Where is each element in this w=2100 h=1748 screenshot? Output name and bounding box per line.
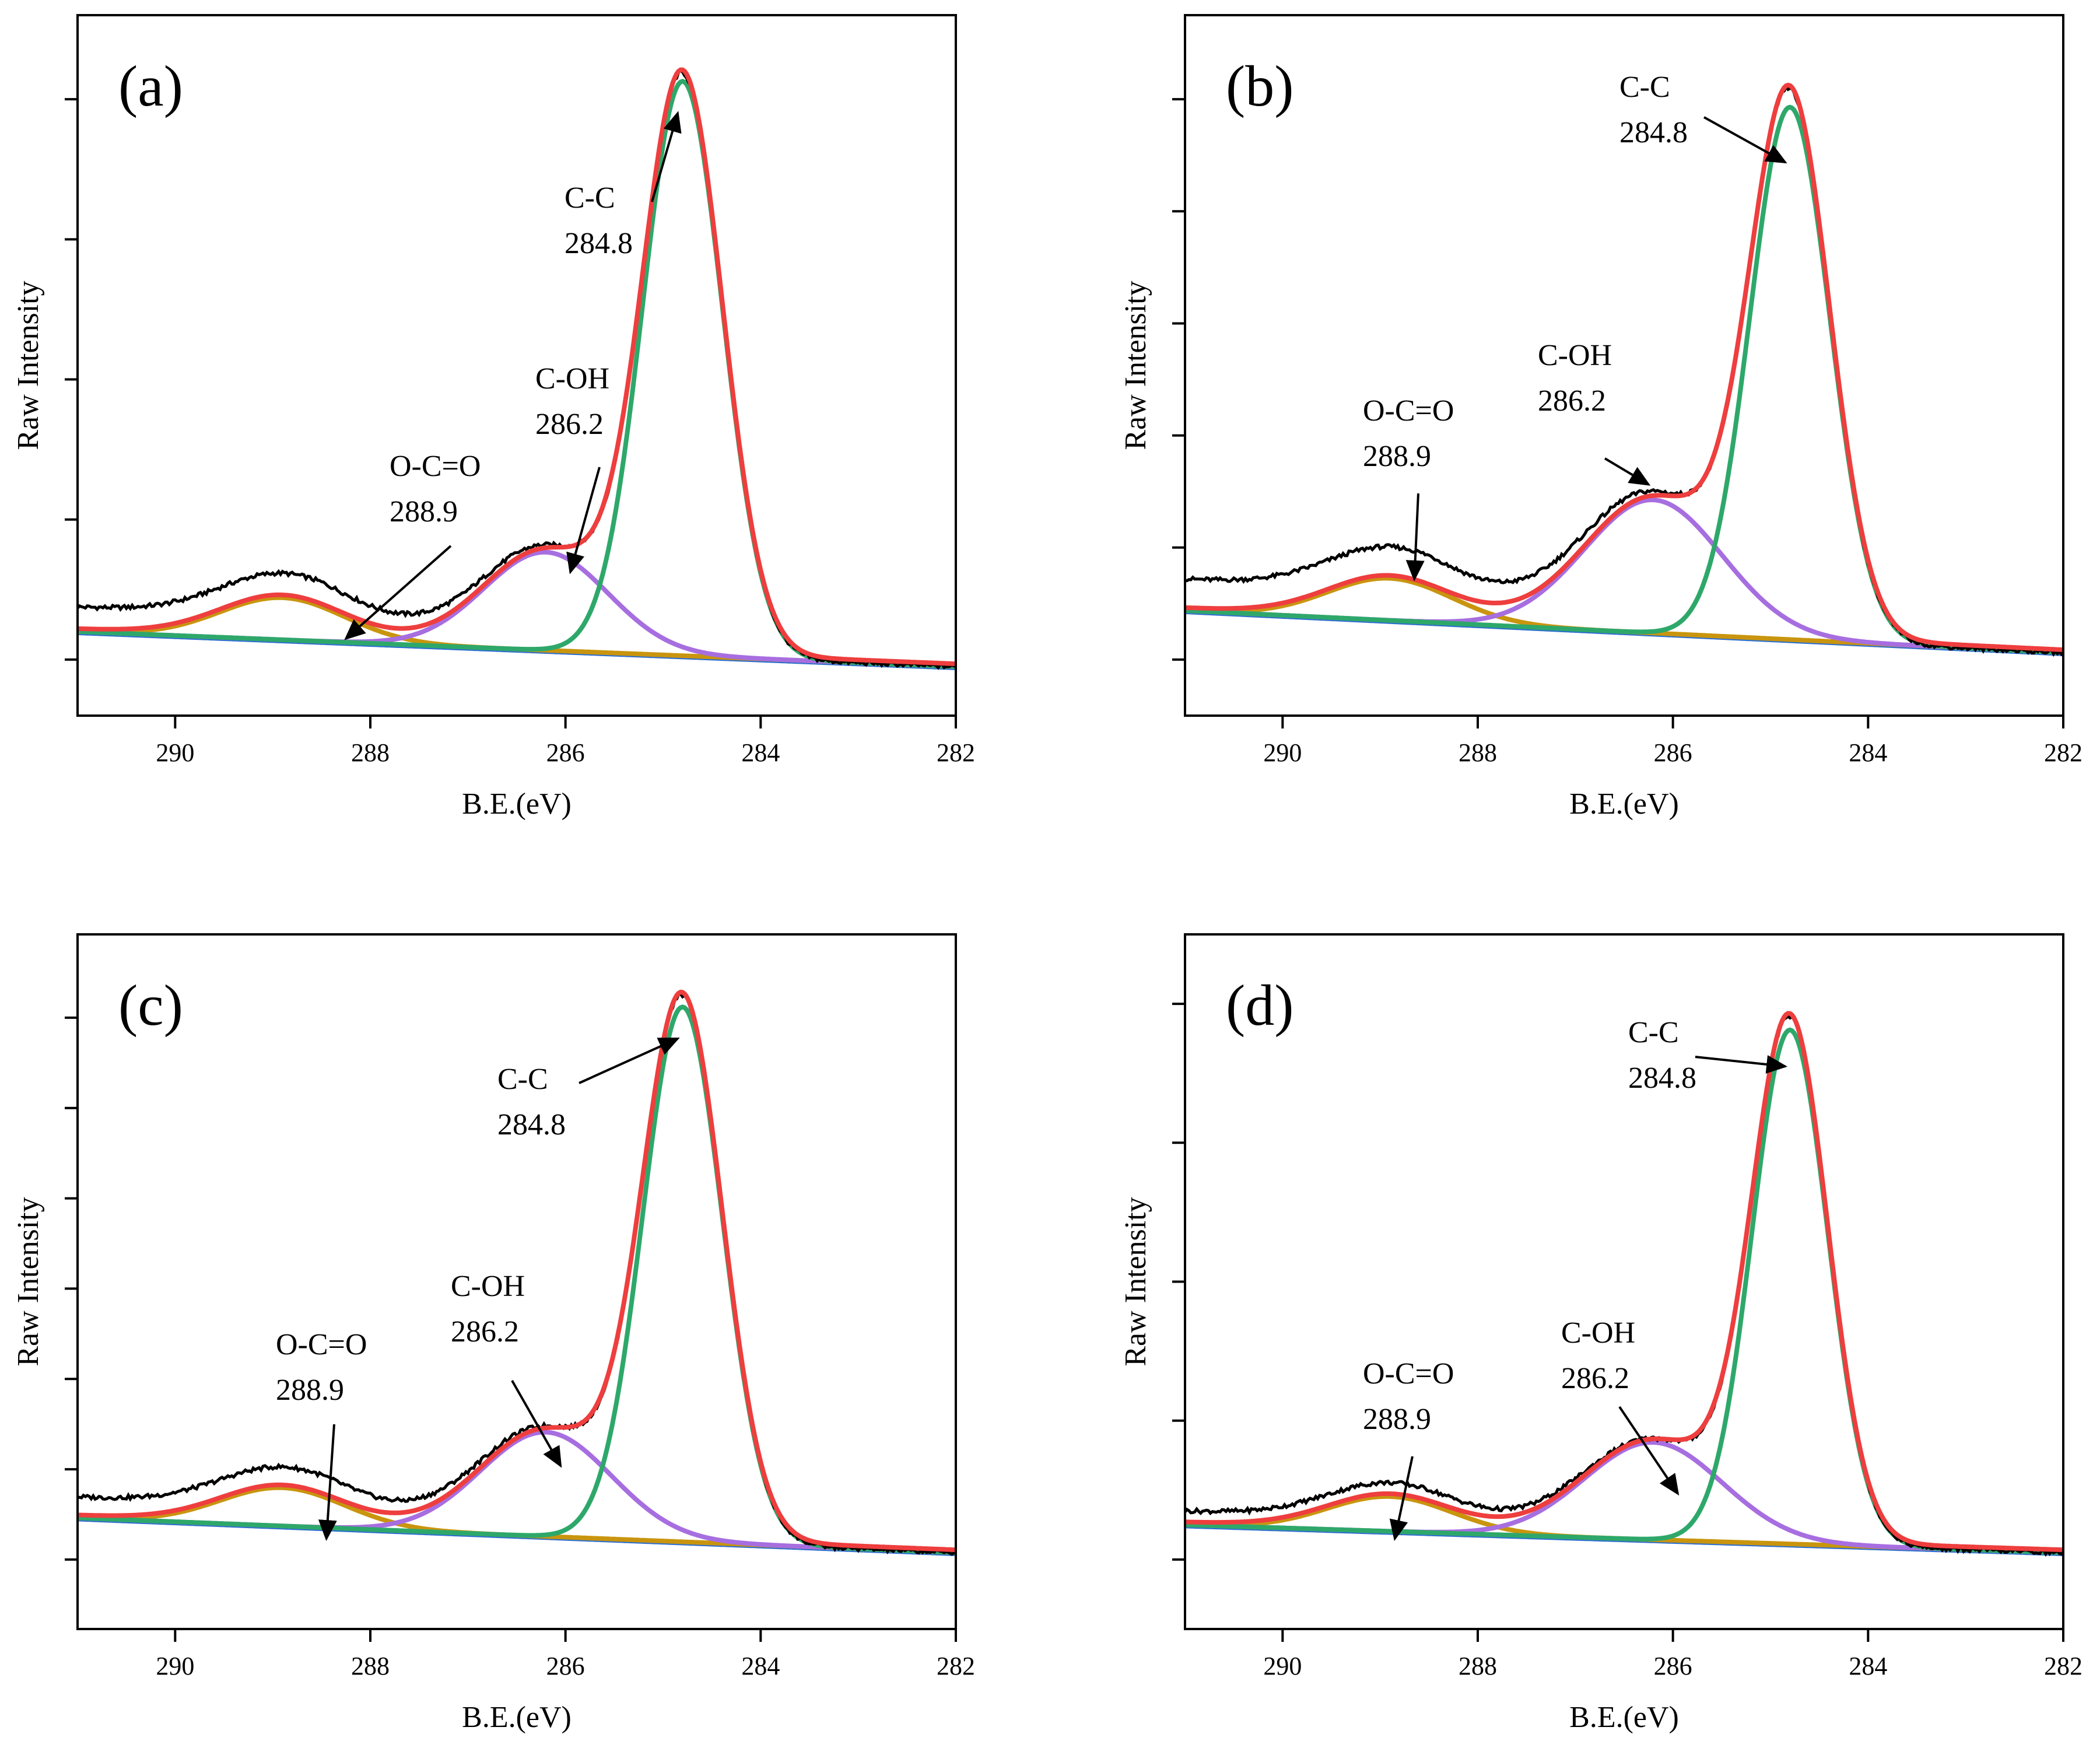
- x-tick-label: 286: [546, 738, 585, 767]
- annotation-value: 288.9: [276, 1374, 344, 1407]
- panel-label: (d): [1226, 973, 1294, 1038]
- annotation-arrow: [1405, 493, 1425, 582]
- x-tick-label: 282: [937, 738, 975, 767]
- series-raw: [76, 69, 956, 670]
- annotation-name: O-C=O: [276, 1328, 367, 1361]
- x-axis-title: B.E.(eV): [1569, 787, 1679, 821]
- series-c-c: [77, 79, 956, 669]
- annotation-arrow: [511, 1380, 562, 1468]
- annotation-name: O-C=O: [1363, 394, 1454, 428]
- x-tick-label: 290: [156, 738, 194, 767]
- plot-frame: [1184, 14, 2064, 717]
- annotation-arrow: [566, 467, 601, 575]
- series-raw: [77, 992, 956, 1556]
- panel-a: 290 288 286 284 282 B.E.(eV) Raw Intensity (a) C…: [12, 14, 975, 821]
- x-tick-label: 288: [1459, 1652, 1497, 1680]
- annotation-arrow: [1389, 1456, 1414, 1542]
- annotation-arrow: [318, 1424, 337, 1542]
- annotation-value: 284.8: [497, 1108, 566, 1141]
- annotation-name: C-OH: [535, 362, 609, 395]
- annotation-value: 284.8: [1628, 1062, 1696, 1095]
- x-tick-label: 288: [351, 738, 390, 767]
- series-fit-envelope: [77, 67, 956, 667]
- annotation-arrow: [1604, 457, 1651, 486]
- x-tick-label: 290: [156, 1652, 194, 1680]
- x-tick-label: 286: [1654, 1652, 1692, 1680]
- series-c-c: [1184, 104, 2064, 655]
- y-axis-title: Raw Intensity: [12, 1197, 45, 1366]
- x-tick-label: 284: [1849, 1652, 1887, 1680]
- x-tick-label: 284: [741, 1652, 780, 1680]
- series-fit-envelope: [1184, 1011, 2064, 1553]
- x-axis-title: B.E.(eV): [1569, 1701, 1679, 1734]
- x-tick-label: 286: [546, 1652, 585, 1680]
- annotation-value: 288.9: [1363, 1403, 1431, 1436]
- annotation-value: 284.8: [1619, 116, 1688, 149]
- y-axis-title: Raw Intensity: [1119, 281, 1152, 450]
- annotation-value: 286.2: [1538, 384, 1606, 418]
- annotation-name: C-C: [565, 181, 615, 215]
- series-raw: [1184, 83, 2065, 657]
- annotation-name: C-OH: [451, 1270, 525, 1303]
- x-tick-label: 282: [2044, 738, 2083, 767]
- x-axis-title: B.E.(eV): [462, 787, 572, 821]
- series-raw: [1184, 1014, 2064, 1557]
- annotation-arrow: [579, 1037, 680, 1084]
- x-tick-label: 284: [741, 738, 780, 767]
- annotation-arrow: [1618, 1406, 1680, 1496]
- annotation-value: 284.8: [565, 227, 633, 260]
- annotation-arrow: [344, 545, 452, 640]
- y-axis-title: Raw Intensity: [1119, 1197, 1152, 1366]
- panel-label: (c): [118, 973, 183, 1038]
- panel-d: 290 288 286 284 282 B.E.(eV) Raw Intensity (d) C…: [1119, 933, 2083, 1734]
- panel-b: 290 288 286 284 282 B.E.(eV) Raw Intensity (b) C…: [1119, 14, 2083, 821]
- plot-frame: [1184, 933, 2064, 1630]
- x-tick-label: 290: [1263, 1652, 1302, 1680]
- x-tick-label: 290: [1263, 738, 1302, 767]
- x-tick-label: 288: [1459, 738, 1497, 767]
- annotation-arrow: [1703, 116, 1787, 164]
- annotation-value: 288.9: [390, 495, 458, 528]
- x-tick-label: 284: [1849, 738, 1887, 767]
- plot-frame: [76, 933, 957, 1630]
- annotation-name: O-C=O: [390, 450, 481, 483]
- y-axis-title: Raw Intensity: [12, 281, 45, 450]
- panel-c: 290 288 286 284 282 B.E.(eV) Raw Intensity (c) C…: [12, 933, 975, 1734]
- series-fit-envelope: [77, 989, 956, 1553]
- annotation-name: O-C=O: [1363, 1357, 1454, 1390]
- plot-frame: [76, 14, 957, 717]
- panel-label: (a): [118, 54, 183, 118]
- series-fit-envelope: [1184, 82, 2064, 653]
- annotation-arrow: [1695, 1055, 1788, 1074]
- annotation-arrow: [651, 111, 682, 202]
- annotation-name: C-C: [497, 1063, 548, 1096]
- annotation-name: C-C: [1619, 71, 1670, 104]
- series-c-c: [1184, 1027, 2064, 1555]
- x-tick-label: 288: [351, 1652, 390, 1680]
- annotation-value: 286.2: [451, 1315, 519, 1348]
- annotation-name: C-C: [1628, 1016, 1679, 1049]
- annotation-value: 286.2: [1561, 1362, 1629, 1395]
- annotation-name: C-OH: [1538, 339, 1612, 372]
- x-tick-label: 286: [1654, 738, 1692, 767]
- annotation-value: 286.2: [535, 408, 604, 441]
- annotation-name: C-OH: [1561, 1316, 1635, 1350]
- panel-label: (b): [1226, 54, 1294, 118]
- x-tick-label: 282: [2044, 1652, 2083, 1680]
- x-tick-label: 282: [937, 1652, 975, 1680]
- annotation-value: 288.9: [1363, 440, 1431, 473]
- x-axis-title: B.E.(eV): [462, 1701, 572, 1734]
